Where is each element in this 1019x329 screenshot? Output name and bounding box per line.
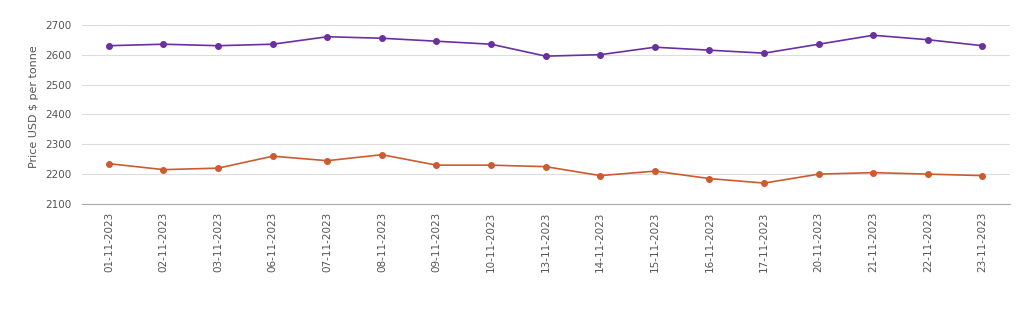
LME	[921, 172, 933, 176]
LME	[430, 163, 442, 167]
LME	[703, 177, 715, 181]
Line: SHFE: SHFE	[106, 33, 984, 59]
SHFE	[975, 44, 987, 48]
LME	[266, 154, 278, 158]
SHFE	[648, 45, 660, 49]
Line: LME: LME	[106, 152, 984, 186]
LME	[321, 159, 333, 163]
LME	[812, 172, 824, 176]
SHFE	[921, 38, 933, 42]
SHFE	[539, 54, 551, 58]
LME	[212, 166, 224, 170]
SHFE	[430, 39, 442, 43]
SHFE	[266, 42, 278, 46]
SHFE	[484, 42, 496, 46]
LME	[103, 162, 115, 165]
SHFE	[594, 53, 606, 57]
SHFE	[812, 42, 824, 46]
SHFE	[103, 44, 115, 48]
SHFE	[321, 35, 333, 39]
LME	[157, 168, 169, 172]
LME	[975, 174, 987, 178]
SHFE	[703, 48, 715, 52]
LME	[594, 174, 606, 178]
SHFE	[757, 51, 769, 55]
Y-axis label: Price USD $ per tonne: Price USD $ per tonne	[30, 45, 40, 168]
LME	[484, 163, 496, 167]
SHFE	[212, 44, 224, 48]
SHFE	[375, 36, 387, 40]
LME	[375, 153, 387, 157]
SHFE	[157, 42, 169, 46]
LME	[866, 171, 878, 175]
LME	[757, 181, 769, 185]
LME	[539, 165, 551, 169]
LME	[648, 169, 660, 173]
SHFE	[866, 33, 878, 37]
